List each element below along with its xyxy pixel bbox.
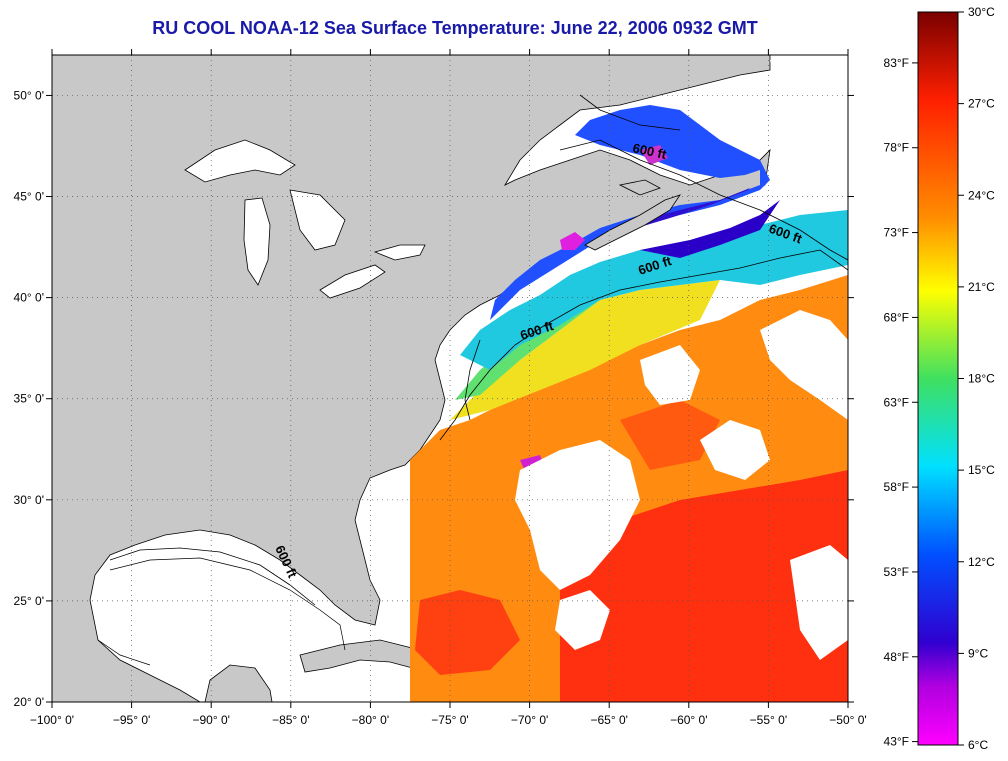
lon-tick-label: −75° 0' [431,713,468,727]
colorbar-celsius-label: 9°C [968,646,988,660]
colorbar-celsius-label: 30°C [968,5,995,19]
lake-michigan [243,197,271,286]
lon-tick-label: −90° 0' [192,713,229,727]
lake-superior [184,139,296,183]
shelf-contours [109,94,848,606]
lake-erie [319,264,386,299]
lon-tick-label: −100° 0' [30,713,74,727]
lon-tick-label: −65° 0' [590,713,627,727]
colorbar-fahrenheit-label: 58°F [884,480,909,494]
colorbar-celsius-label: 6°C [968,738,988,752]
map-title: RU COOL NOAA-12 Sea Surface Temperature:… [152,18,758,38]
colorbar-celsius-label: 15°C [968,463,995,477]
colorbar-fahrenheit-label: 53°F [884,565,909,579]
colorbar-fahrenheit-label: 83°F [884,56,909,70]
colorbar [917,11,959,746]
colorbar-celsius-label: 21°C [968,280,995,294]
lat-tick-label: 40° 0' [14,291,44,305]
colorbar-celsius-label: 12°C [968,555,995,569]
lat-tick-label: 25° 0' [14,594,44,608]
colorbar-labels: 30°C 27°C 24°C 21°C 18°C 15°C 12°C 9°C 6°C 83°F 78… [884,5,996,752]
lat-tick-label: 45° 0' [14,190,44,204]
colorbar-celsius-label: 18°C [968,372,995,386]
lat-tick-label: 50° 0' [14,88,44,102]
longitude-axis: −100° 0' −95° 0' −90° 0' −85° 0' −80° 0' −75°… [30,49,867,727]
colorbar-fahrenheit-label: 43°F [884,735,909,749]
colorbar-fahrenheit-label: 48°F [884,650,909,664]
colorbar-celsius-label: 24°C [968,188,995,202]
colorbar-fahrenheit-label: 63°F [884,395,909,409]
lon-tick-label: −70° 0' [511,713,548,727]
map-plot-area: 600 ft 600 ft 600 ft 600 ft 600 ft [52,55,848,702]
lon-tick-label: −60° 0' [670,713,707,727]
colorbar-fahrenheit-label: 68°F [884,310,909,324]
colorbar-celsius-label: 27°C [968,97,995,111]
lat-tick-label: 30° 0' [14,493,44,507]
lon-tick-label: −85° 0' [272,713,309,727]
colorbar-fahrenheit-label: 78°F [884,141,909,155]
lon-tick-label: −55° 0' [750,713,787,727]
sst-data [410,55,848,702]
lon-tick-label: −50° 0' [829,713,866,727]
colorbar-fahrenheit-label: 73°F [884,226,909,240]
pei-land [618,179,661,196]
lake-huron [289,189,346,251]
yucatan-land [204,664,273,702]
lat-tick-label: 35° 0' [14,392,44,406]
gulf-shelf-contour [97,557,346,666]
contour-label-gulf-st-lawrence: 600 ft [631,140,668,162]
latitude-axis: 20° 0' 25° 0' 30° 0' 35° 0' 40° 0' 45° 0' 50° … [14,88,854,709]
nova-scotia-land [584,194,681,251]
lat-tick-label: 20° 0' [14,695,44,709]
lon-tick-label: −80° 0' [352,713,389,727]
lon-tick-label: −95° 0' [113,713,150,727]
